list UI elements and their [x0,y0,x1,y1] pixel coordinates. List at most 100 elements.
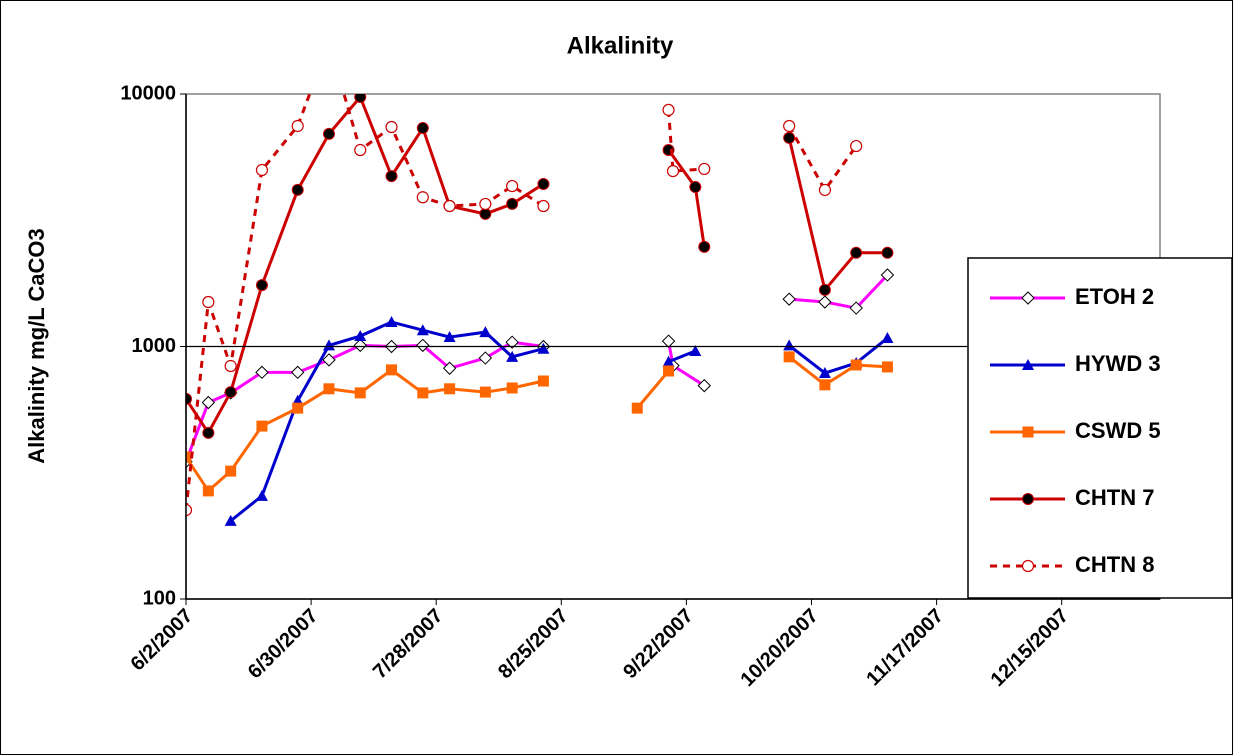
chart-title: Alkalinity [567,32,674,59]
marker [444,383,456,395]
marker [850,359,862,371]
marker [850,246,863,259]
legend-label: CHTN 8 [1075,552,1154,577]
legend-label: CHTN 7 [1075,485,1154,510]
marker [698,240,711,253]
marker [354,330,367,342]
marker [186,503,193,517]
marker [354,387,366,399]
marker [201,395,216,410]
marker [881,332,894,344]
marker [689,344,702,356]
marker [506,382,518,394]
marker [631,402,643,414]
marker [1021,559,1035,573]
marker [292,402,304,414]
marker [818,295,832,309]
marker [818,283,831,296]
marker [662,103,675,117]
marker [224,386,237,399]
marker [850,139,863,153]
marker [443,331,456,343]
marker [689,181,702,194]
marker [442,361,457,375]
marker [698,162,711,176]
y-tick-label: 100 [143,587,176,609]
marker [416,191,429,204]
marker [881,246,894,259]
marker [224,514,237,526]
marker [186,392,192,405]
marker [255,163,269,177]
marker [479,386,491,398]
marker [662,355,675,367]
legend-label: HYWD 3 [1075,351,1161,376]
marker [818,367,831,379]
legend-label: ETOH 2 [1075,284,1154,309]
marker [322,353,336,367]
marker [255,365,269,380]
legend-label: CSWD 5 [1075,418,1161,443]
marker [663,365,675,377]
marker [224,359,237,373]
marker [849,301,863,315]
marker [416,324,429,336]
marker [478,351,493,365]
marker [256,420,268,432]
marker [417,387,429,399]
marker [506,350,519,362]
marker [255,279,268,292]
marker [323,383,335,395]
marker [416,122,429,135]
marker [506,179,519,193]
plot [186,94,895,526]
marker [880,268,895,282]
marker [202,426,215,439]
marker [202,295,215,309]
marker [537,178,550,191]
marker [783,131,796,144]
marker [697,378,711,393]
marker [202,485,214,497]
marker [479,326,492,338]
marker [322,339,335,351]
marker [1022,493,1034,505]
marker [386,364,398,376]
marker [661,334,676,348]
marker [506,197,519,210]
marker [385,170,398,183]
marker [443,199,456,213]
marker [322,127,335,140]
marker [354,143,367,157]
marker [354,94,367,103]
y-tick-label: 1000 [132,335,177,357]
y-tick-label: 10000 [120,82,176,104]
marker [505,335,519,349]
marker [881,361,893,373]
marker [537,199,550,213]
marker [537,342,550,354]
y-axis-label: Alkalinity mg/L CaCO3 [24,228,49,464]
marker [1022,359,1034,370]
marker [666,165,680,178]
marker [290,365,305,380]
marker [186,451,192,463]
marker [783,119,796,133]
marker [416,338,430,353]
marker [818,183,832,197]
marker [385,120,398,134]
legend [967,257,1233,599]
marker [353,338,367,353]
marker [385,316,398,328]
marker [537,375,549,387]
marker [1021,291,1035,305]
marker [783,339,796,351]
marker [291,119,304,133]
marker [479,197,492,211]
marker [782,292,796,306]
marker [225,465,237,477]
marker [1022,426,1034,438]
marker [255,489,268,501]
